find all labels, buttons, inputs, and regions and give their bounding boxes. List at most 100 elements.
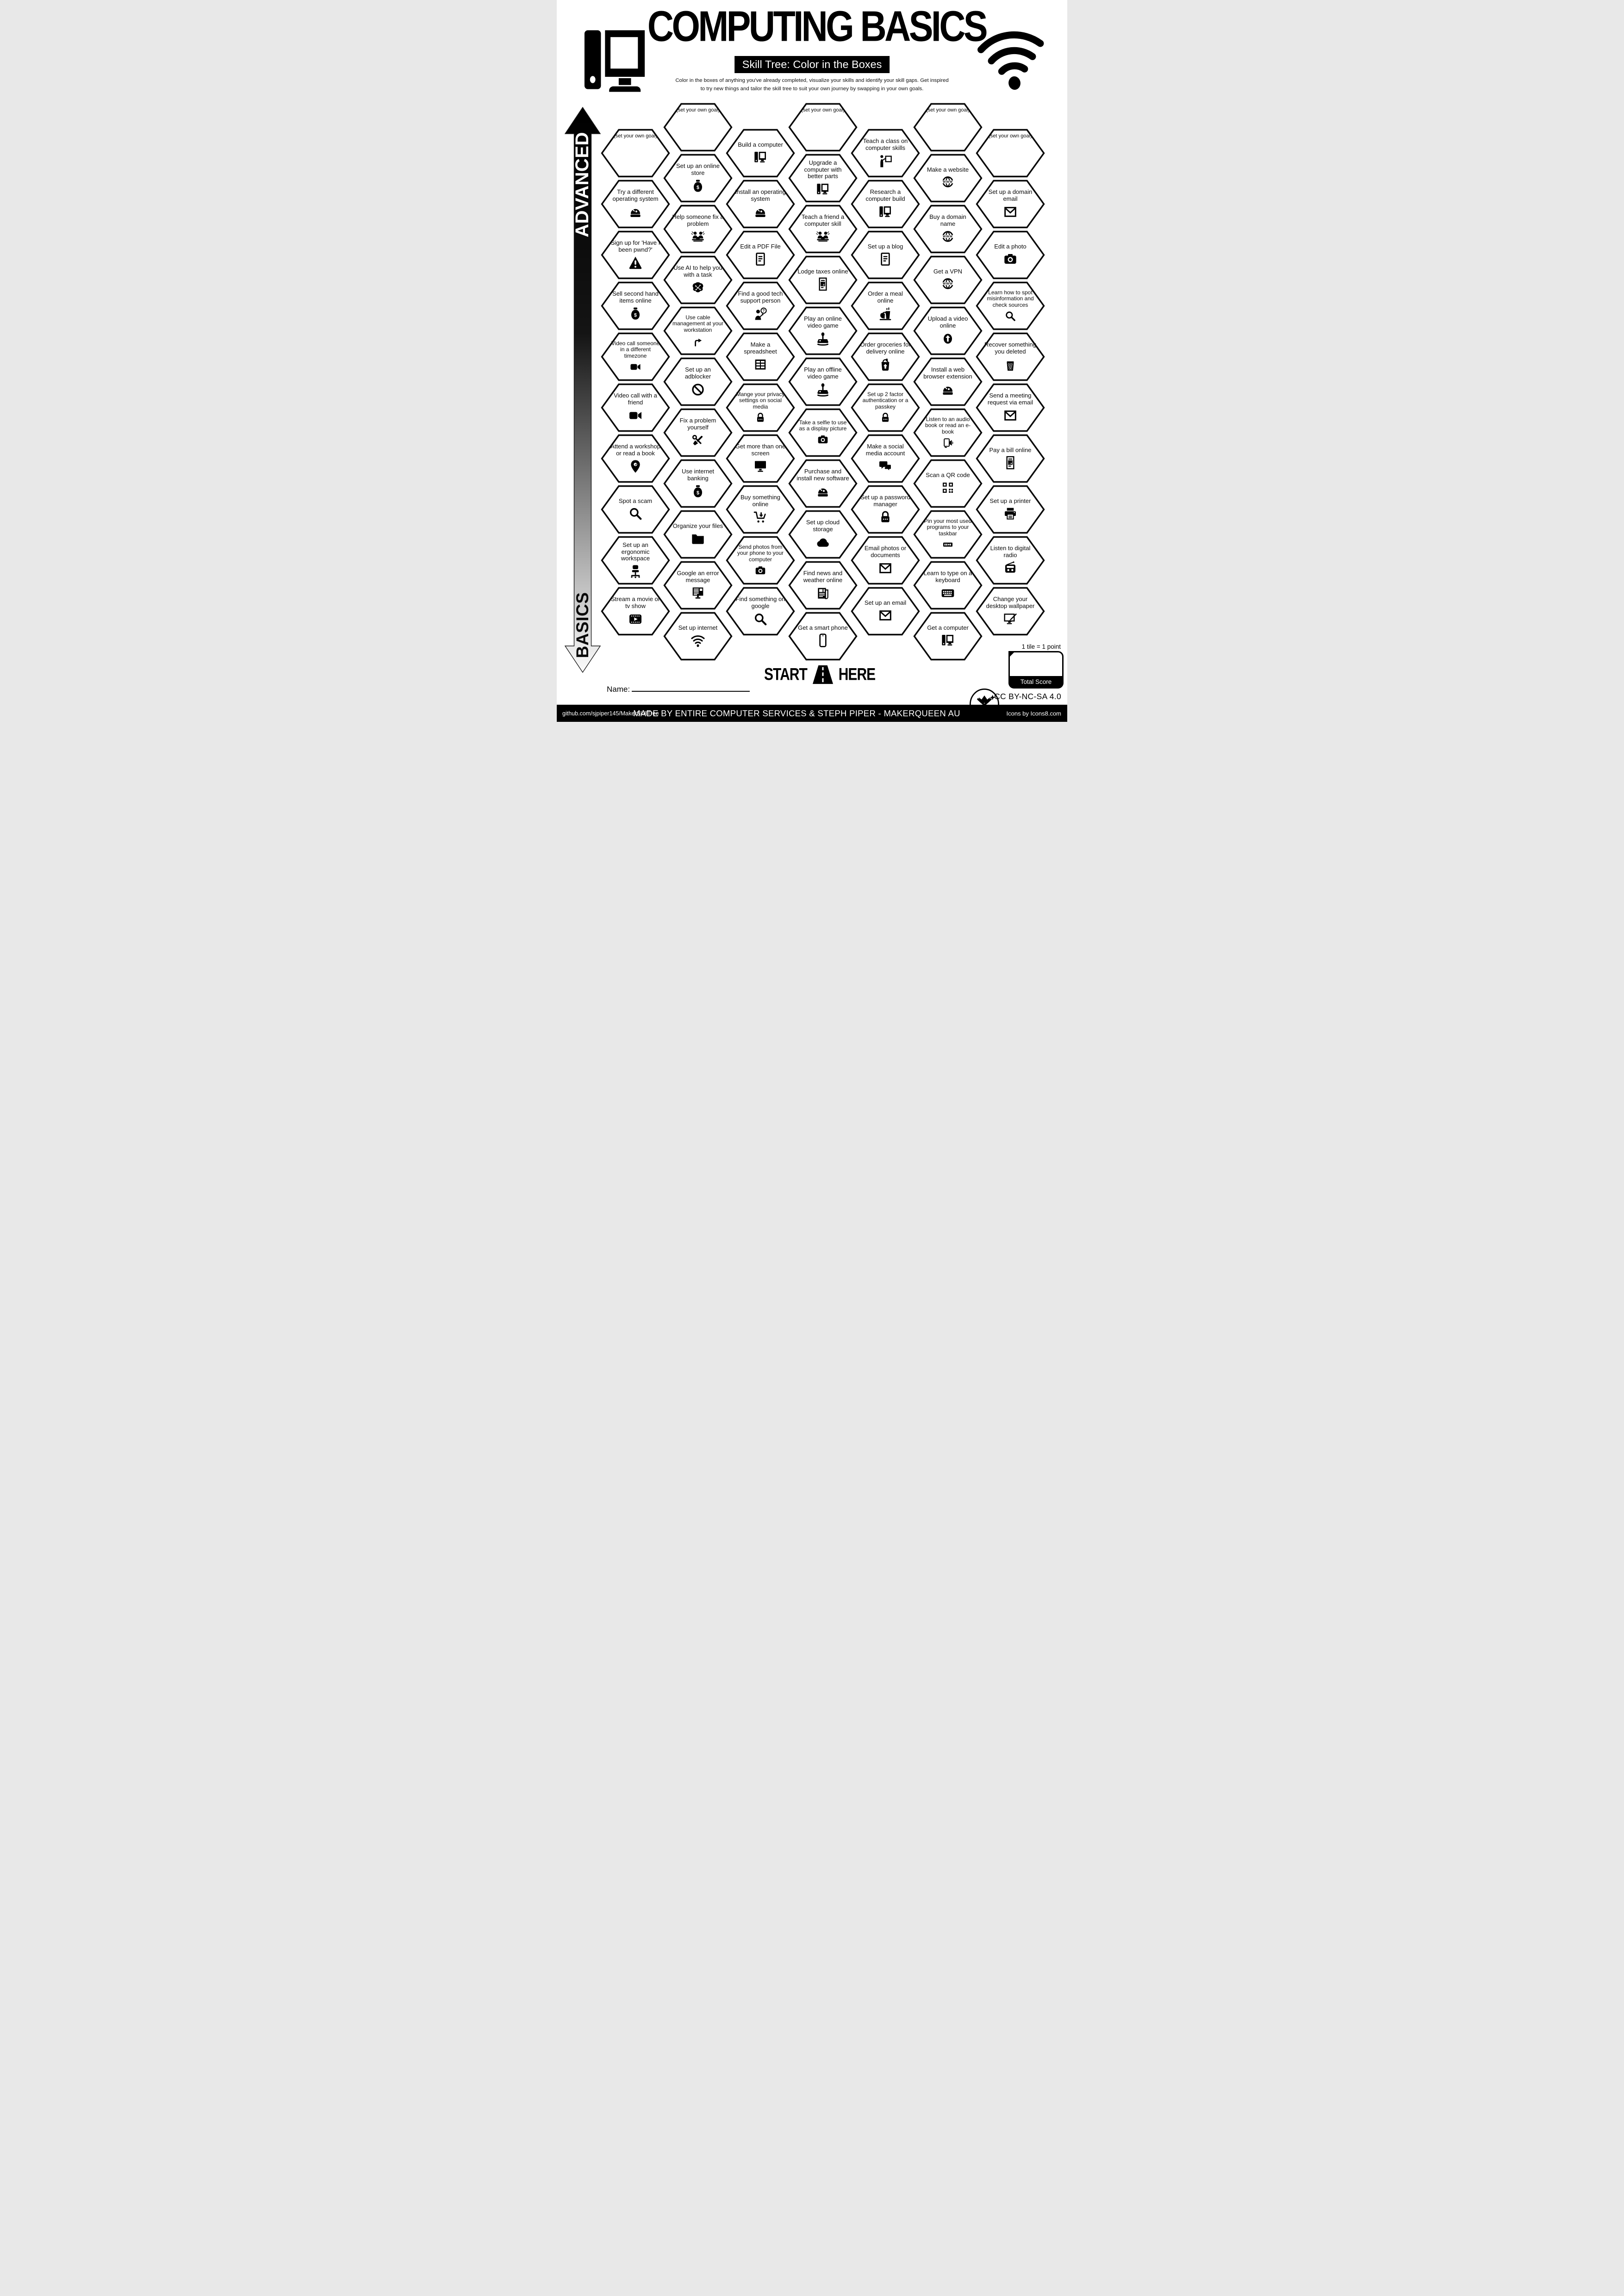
hex-tile[interactable]: Take a selfie to use as a display pictur… [788, 408, 858, 457]
hex-tile[interactable]: Listen to digital radio [976, 536, 1045, 585]
hex-tile[interactable]: Spot a scam [601, 485, 670, 534]
hex-tile[interactable]: Edit a photo [976, 230, 1045, 279]
hex-tile[interactable]: Use AI to help you with a task [663, 255, 733, 304]
video-camera-icon [630, 364, 641, 370]
hex-tile[interactable]: (set your own goal) [788, 103, 858, 152]
hex-tile[interactable]: (set your own goal) [913, 103, 983, 152]
hex-tile[interactable]: Pin your most used programs to your task… [913, 510, 983, 559]
hex-tile[interactable]: Install an operating system [726, 180, 795, 229]
hex-tile[interactable]: Buy a domain name WWW [913, 205, 983, 254]
hex-tile[interactable]: Set up internet [663, 612, 733, 661]
hex-tile[interactable]: Fix a problem yourself [663, 408, 733, 457]
hex-tile[interactable]: (set your own goal) [601, 129, 670, 178]
hex-tile[interactable]: Order a meal online [851, 281, 920, 330]
hex-tile[interactable]: Sell second hand items online $ [601, 281, 670, 330]
hex-tile[interactable]: Make a spreadsheet [726, 332, 795, 381]
hex-tile[interactable]: Find news and weather online [788, 561, 858, 610]
hex-tile[interactable]: Stream a movie or tv show [601, 587, 670, 636]
hex-tile[interactable]: Send photos from your phone to your comp… [726, 536, 795, 585]
hex-tile[interactable]: Set up a printer [976, 485, 1045, 534]
hex-tile[interactable]: Order groceries for delivery online [851, 332, 920, 381]
hex-tile[interactable]: Upload a video online [913, 306, 983, 355]
hex-label: Buy something online [740, 494, 780, 508]
hex-tile[interactable]: Upgrade a computer with better parts [788, 154, 858, 203]
envelope-icon [879, 610, 891, 621]
hex-tile[interactable]: Listen to an audio book or read an e-boo… [913, 408, 983, 457]
hex-tile[interactable]: Purchase and install new software [788, 459, 858, 508]
hex-tile[interactable]: Teach a class on computer skills [851, 129, 920, 178]
hex-tile[interactable]: Lodge taxes online [788, 255, 858, 304]
hex-label: Pin your most used programs to your task… [924, 517, 972, 537]
hex-tile[interactable]: Install a web browser extension [913, 357, 983, 406]
hexagon-shape [601, 129, 670, 178]
hex-tile[interactable]: Make a social media account [851, 434, 920, 483]
hex-tile[interactable]: Set up an email [851, 587, 920, 636]
hex-tile[interactable]: Organize your files [663, 510, 733, 559]
hex-tile[interactable]: Send a meeting request via email [976, 383, 1045, 432]
www-globe-icon: WWW [941, 176, 954, 187]
hex-tile[interactable]: Video call someone in a different timezo… [601, 332, 670, 381]
hex-tile[interactable]: Find a good tech support person? [726, 281, 795, 330]
hex-tile[interactable]: Change your desktop wallpaper [976, 587, 1045, 636]
hex-tile[interactable]: Find something on google [726, 587, 795, 636]
hex-tile[interactable]: Use internet banking $ [663, 459, 733, 508]
hex-tile[interactable]: Help someone fix a problem [663, 205, 733, 254]
hex-label: Video call someone in a different timezo… [611, 340, 660, 359]
helpers-icon [816, 231, 830, 242]
hex-tile[interactable]: Set up an ergonomic workspace [601, 536, 670, 585]
hexagon-shape [788, 510, 858, 559]
hexagon-shape [851, 536, 920, 585]
hex-tile[interactable]: Set up an online store $ [663, 154, 733, 203]
hex-tile[interactable]: Email photos or documents [851, 536, 920, 585]
meal-icon [879, 307, 891, 320]
hex-tile[interactable]: Get a computer [913, 612, 983, 661]
hex-tile[interactable]: (set your own goal) [663, 103, 733, 152]
name-input-line[interactable] [632, 684, 750, 692]
hexagon-shape [976, 180, 1045, 229]
hex-tile[interactable]: Learn how to spot misinformation and che… [976, 281, 1045, 330]
hex-tile[interactable]: Set up a blog [851, 230, 920, 279]
hex-label: Set up a domain email [988, 188, 1033, 202]
hex-tile[interactable]: Buy something online [726, 485, 795, 534]
hex-tile[interactable]: Recover something you deleted [976, 332, 1045, 381]
hex-tile[interactable]: Video call with a friend [601, 383, 670, 432]
hex-tile[interactable]: Make a website WWW [913, 154, 983, 203]
hexagon-shape [726, 230, 795, 279]
hex-tile[interactable]: Sign up for 'Have I been pwnd?' [601, 230, 670, 279]
hex-tile[interactable]: Get a VPN WWW [913, 255, 983, 304]
hex-label: Set up a password manager [860, 494, 910, 508]
hex-tile[interactable]: Google an error message [663, 561, 733, 610]
hexagon-shape [976, 383, 1045, 432]
footer-github-link[interactable]: github.com/sjpiper145/MakerSkillTree [562, 710, 659, 717]
hex-tile[interactable]: Build a computer [726, 129, 795, 178]
hexagon-shape [788, 255, 858, 304]
hex-tile[interactable]: Attend a workshop or read a book [601, 434, 670, 483]
hex-tile[interactable]: Try a different operating system [601, 180, 670, 229]
hex-tile[interactable]: Teach a friend a computer skill [788, 205, 858, 254]
hex-tile[interactable]: Play an online video game [788, 306, 858, 355]
hex-tile[interactable]: Set up cloud storage [788, 510, 858, 559]
hex-label: Set up a blog [867, 242, 903, 250]
hex-tile[interactable]: Edit a PDF File [726, 230, 795, 279]
hex-tile[interactable]: Set up a domain email [976, 180, 1045, 229]
hex-tile[interactable]: (set your own goal) [976, 129, 1045, 178]
hex-tile[interactable]: Get more than one screen [726, 434, 795, 483]
hex-tile[interactable]: Get a smart phone [788, 612, 858, 661]
joystick-icon [817, 383, 828, 397]
total-score-box[interactable]: Total Score [1008, 651, 1064, 689]
hex-tile[interactable]: Set up 2 factor authentication or a pass… [851, 383, 920, 432]
cloud-icon [817, 538, 829, 547]
hex-tile[interactable]: Pay a bill online [976, 434, 1045, 483]
hex-tile[interactable]: Use cable management at your workstation [663, 306, 733, 355]
hex-tile[interactable]: Learn to type on a keyboard [913, 561, 983, 610]
hex-tile[interactable]: Set up a password manager [851, 485, 920, 534]
hex-tile[interactable]: Mange your privacy settings on social me… [726, 383, 795, 432]
hex-tile[interactable]: Play an offline video game [788, 357, 858, 406]
hex-tile[interactable]: Research a computer build [851, 180, 920, 229]
hex-tile[interactable]: Set up an adblocker [663, 357, 733, 406]
hexagon-shape [726, 281, 795, 330]
hex-tile[interactable]: Scan a QR code [913, 459, 983, 508]
hex-label: Try a different operating system [612, 188, 659, 202]
spreadsheet-icon [755, 359, 766, 370]
magnifier-icon [630, 508, 642, 520]
